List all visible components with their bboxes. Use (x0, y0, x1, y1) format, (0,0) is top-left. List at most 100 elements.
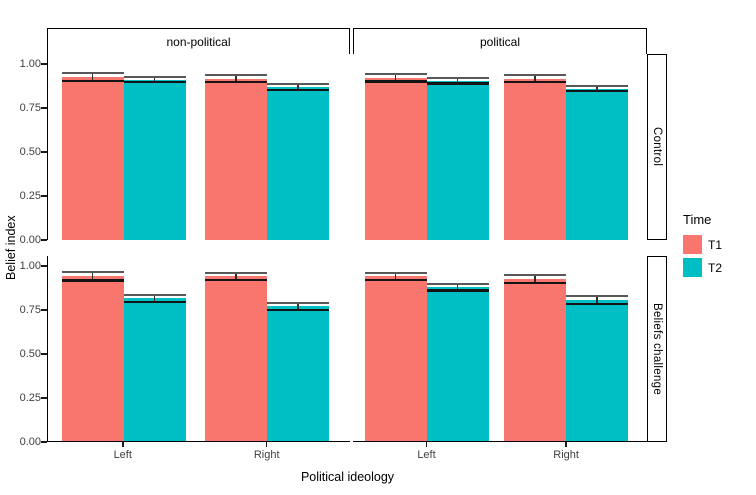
error-bar-lower-cap (504, 281, 567, 284)
error-bar-upper-cap (364, 271, 427, 274)
legend-swatch-t2 (683, 258, 702, 277)
error-bar-upper-cap (123, 293, 186, 296)
y-tick-label: 1.00 (19, 260, 41, 272)
error-bar-lower-cap (204, 278, 267, 282)
error-bar-lower-cap (364, 279, 427, 282)
facet-strip-label: political (479, 34, 521, 49)
bar-left-t1 (364, 78, 427, 240)
bar-cell-left-t1 (364, 54, 427, 240)
x-tick-label-right: Right (253, 449, 280, 461)
bar-right-t2 (566, 88, 629, 240)
error-bar-upper-cap (426, 76, 489, 79)
error-bar-line (596, 296, 598, 304)
error-bar-line (235, 272, 237, 281)
error-bar-upper-cap (123, 76, 186, 79)
bar-left-t2 (123, 298, 186, 441)
legend-label-t2: T2 (708, 260, 723, 275)
bar-group-right (204, 256, 329, 441)
error-bar-line (394, 272, 397, 281)
legend: Time T1 T2 (683, 212, 722, 281)
panel-beliefs-challenge-political (353, 256, 647, 442)
y-tick-mark (41, 353, 47, 355)
y-tick-mark (41, 195, 47, 197)
bar-group-left (61, 256, 186, 441)
error-bar-line (534, 75, 536, 83)
bar-left-t2 (426, 80, 489, 240)
error-bar-line (153, 77, 156, 83)
bar-group-right (504, 256, 629, 441)
legend-swatch-t1 (683, 235, 702, 254)
bar-cell-left-t1 (61, 54, 124, 240)
error-bar-lower-cap (123, 81, 186, 84)
error-bar-lower-cap (123, 300, 186, 304)
bar-group-left (364, 256, 489, 441)
x-tick-mark (122, 442, 124, 447)
error-bar-upper-cap (566, 295, 629, 298)
legend-item-t2: T2 (683, 258, 722, 277)
error-bar-upper-cap (204, 271, 267, 274)
facet-strip-non-political: non-political (47, 28, 350, 55)
bar-right-t1 (204, 276, 267, 441)
x-tick-mark (565, 442, 567, 447)
error-bar-lower-cap (504, 81, 567, 84)
y-tick-label: 0.25 (19, 392, 41, 404)
error-bar-upper-cap (504, 74, 567, 77)
bar-cell-right-t1 (504, 256, 567, 441)
x-tick-label-left: Left (417, 449, 436, 461)
bar-cell-right-t2 (266, 256, 329, 441)
error-bar-line (394, 74, 397, 82)
bar-cell-right-t1 (204, 54, 267, 240)
legend-label-t1: T1 (708, 237, 723, 252)
bar-right-t1 (504, 78, 567, 240)
bar-cell-left-t2 (123, 54, 186, 240)
bar-cell-left-t1 (364, 256, 427, 441)
bar-cell-right-t2 (266, 54, 329, 240)
bar-cell-left-t1 (61, 256, 124, 441)
error-bar-lower-cap (61, 79, 124, 83)
error-bar-upper-cap (566, 84, 629, 87)
x-tick-mark (265, 442, 268, 447)
bar-cell-left-t2 (426, 256, 489, 441)
error-bar-lower-cap (364, 80, 427, 83)
x-tick-mark (425, 442, 428, 447)
error-bar-upper-cap (61, 72, 124, 75)
error-bar-lower-cap (204, 80, 267, 84)
bar-left-t2 (426, 287, 489, 441)
bar-group-left (61, 54, 186, 240)
error-bar-upper-cap (266, 301, 329, 304)
y-tick-label: 0.50 (19, 146, 41, 158)
legend-title: Time (683, 212, 712, 227)
x-tick-label-right: Right (553, 449, 579, 461)
error-bar-line (91, 272, 94, 281)
y-tick-mark (41, 63, 47, 65)
bar-left-t1 (61, 77, 124, 240)
error-bar-line (456, 77, 459, 84)
x-tick-label-left: Left (113, 449, 132, 461)
legend-item-t1: T1 (683, 235, 722, 254)
y-tick-mark (41, 397, 47, 399)
facet-strip-label: Beliefs challenge (651, 302, 663, 396)
bar-right-t2 (266, 86, 329, 240)
bar-left-t2 (123, 79, 186, 240)
error-bar-upper-cap (504, 274, 567, 277)
error-bar-line (596, 85, 598, 92)
y-tick-label: 0.75 (19, 102, 41, 114)
error-bar-line (297, 302, 299, 311)
bar-cell-left-t2 (123, 256, 186, 441)
bar-cell-right-t2 (566, 256, 629, 441)
error-bar-line (235, 74, 237, 83)
bar-left-t1 (364, 276, 427, 441)
facet-strip-control: Control (647, 54, 667, 240)
y-tick-mark (41, 107, 47, 109)
error-bar-upper-cap (266, 83, 329, 86)
error-bar-upper-cap (364, 73, 427, 76)
error-bar-line (297, 84, 299, 90)
error-bar-upper-cap (426, 282, 489, 285)
bar-right-t1 (504, 279, 567, 441)
error-bar-lower-cap (566, 302, 629, 305)
error-bar-lower-cap (266, 88, 329, 91)
error-bar-upper-cap (61, 271, 124, 274)
panel-control-non-political (47, 54, 350, 240)
error-bar-lower-cap (426, 289, 489, 292)
